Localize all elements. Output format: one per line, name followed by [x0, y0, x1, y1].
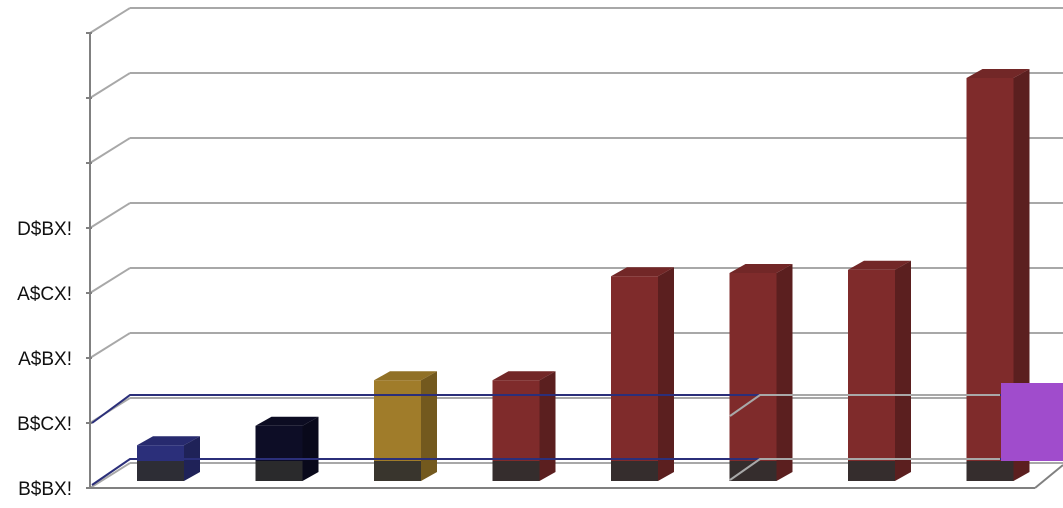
bar-top-face — [255, 416, 319, 426]
y-tick-label: B$BX! — [18, 479, 72, 500]
y-tick-label: A$CX! — [17, 284, 72, 305]
bar — [255, 416, 319, 481]
bar — [848, 260, 911, 481]
bar-base-block — [492, 461, 540, 481]
bar-side-face — [658, 267, 674, 481]
bar-base-block — [374, 461, 421, 481]
bar-top-face — [137, 436, 200, 446]
bar-top-face — [848, 260, 911, 270]
bar-front-face — [611, 276, 658, 481]
bar — [374, 371, 437, 481]
floor-overlay — [91, 383, 1063, 486]
y-tick-label: D$BX! — [17, 219, 72, 240]
y-tick-label: A$BX! — [18, 349, 72, 370]
bar-side-face — [1013, 69, 1030, 481]
bar-side-face — [776, 264, 793, 481]
bar — [611, 267, 674, 481]
bar-side-face — [302, 416, 319, 481]
bar — [729, 264, 793, 481]
grey-rail-lower — [729, 458, 1000, 481]
bar-base-block — [966, 461, 1014, 481]
bar-base-block — [137, 461, 184, 481]
bar-base-block — [729, 461, 777, 481]
floor-band-upper — [91, 394, 1063, 424]
y-tick-label: B$CX! — [17, 414, 72, 435]
gridlines — [89, 7, 1063, 489]
bar-front-face — [848, 269, 895, 481]
bar — [492, 371, 556, 481]
bar-top-face — [966, 69, 1030, 78]
bars — [137, 69, 1030, 481]
bar-top-face — [374, 371, 437, 381]
bar-front-face — [729, 273, 777, 481]
bar-base-block — [255, 461, 303, 481]
floor-band-lower — [91, 458, 1063, 486]
bar-side-face — [421, 371, 437, 481]
bar-top-face — [611, 267, 674, 277]
floor-right-edge — [1034, 464, 1063, 489]
wall-gridline — [89, 202, 131, 229]
bar — [137, 436, 200, 481]
wall-gridline — [89, 137, 131, 164]
wall-gridline — [89, 72, 131, 99]
wall-gridline — [89, 332, 131, 359]
bar-top-face — [492, 371, 556, 381]
bar-base-block — [848, 461, 895, 481]
bar-side-face — [539, 371, 556, 481]
wall-gridline — [89, 267, 131, 294]
wall-gridline — [89, 7, 131, 34]
wall-gridline — [89, 462, 131, 489]
purple-slab — [1001, 383, 1063, 461]
grey-rail-upper — [729, 394, 1000, 417]
bar-top-face — [729, 264, 793, 273]
bar-base-block — [611, 461, 658, 481]
y-tick-labels: B$BX! B$CX! A$BX! A$CX! D$BX! — [17, 219, 72, 500]
y-axis — [86, 32, 1063, 489]
bar-side-face — [895, 260, 911, 481]
